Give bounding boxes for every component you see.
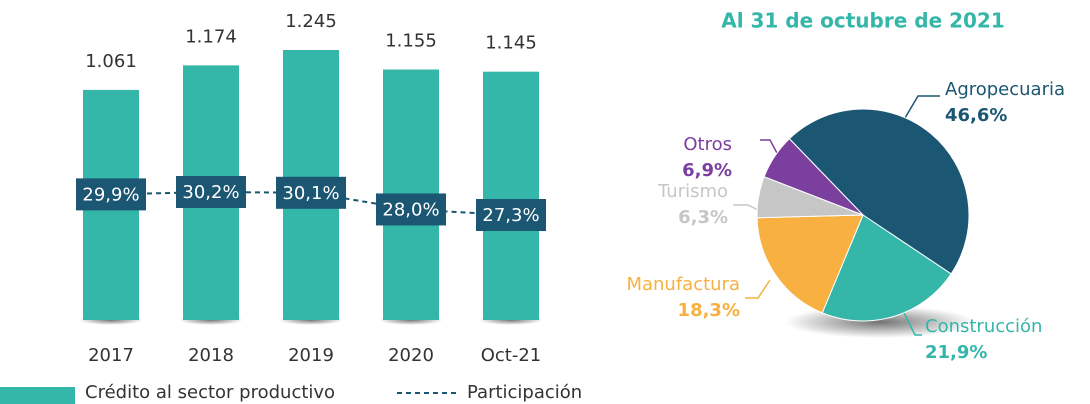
pie-slice xyxy=(756,214,864,314)
x-tick-label: 2020 xyxy=(388,345,434,366)
bar-value-label: 1.145 xyxy=(485,33,537,54)
bar-value-label: 1.155 xyxy=(385,31,437,52)
line-value-label: 28,0% xyxy=(382,199,439,220)
pie-slice xyxy=(763,138,864,216)
pie-slice xyxy=(788,108,970,275)
line-label-box xyxy=(76,178,146,211)
line-value-label: 29,9% xyxy=(82,184,139,205)
bar xyxy=(483,71,539,321)
x-tick-label: 2019 xyxy=(288,345,334,366)
line-value-label: 30,1% xyxy=(282,183,339,204)
slice-name: Construcción xyxy=(925,316,1042,337)
slice-name: Otros xyxy=(683,134,732,155)
line-label-box xyxy=(176,176,246,208)
x-tick-label: Oct-21 xyxy=(481,345,542,366)
slice-value-label: 6,9% xyxy=(682,160,732,181)
slice-value-label: 6,3% xyxy=(678,207,728,228)
line-label-box xyxy=(376,193,446,226)
pie-slice xyxy=(821,214,952,322)
leader-lines xyxy=(733,95,940,336)
line-value-label: 30,2% xyxy=(182,182,239,203)
x-tick-label: 2018 xyxy=(188,345,234,366)
line-label-box xyxy=(476,199,546,231)
slice-name: Manufactura xyxy=(626,274,740,295)
legend-label: Crédito al sector productivo xyxy=(85,382,335,403)
bar-value-label: 1.061 xyxy=(85,51,137,72)
slice-value-label: 18,3% xyxy=(678,300,740,321)
pie-title: Al 31 de octubre de 2021 xyxy=(721,9,1005,33)
slice-name: Agropecuaria xyxy=(945,79,1065,100)
bar-value-label: 1.245 xyxy=(285,11,337,32)
slice-name: Turismo xyxy=(657,181,728,202)
slice-value-label: 46,6% xyxy=(945,105,1007,126)
slice-value-label: 21,9% xyxy=(925,342,987,363)
legend-swatch xyxy=(0,387,75,404)
bar-value-label: 1.174 xyxy=(185,26,237,47)
line-value-label: 27,3% xyxy=(482,205,539,226)
x-tick-label: 2017 xyxy=(88,345,134,366)
legend-label: Participación xyxy=(467,382,582,403)
line-label-box xyxy=(276,176,346,209)
